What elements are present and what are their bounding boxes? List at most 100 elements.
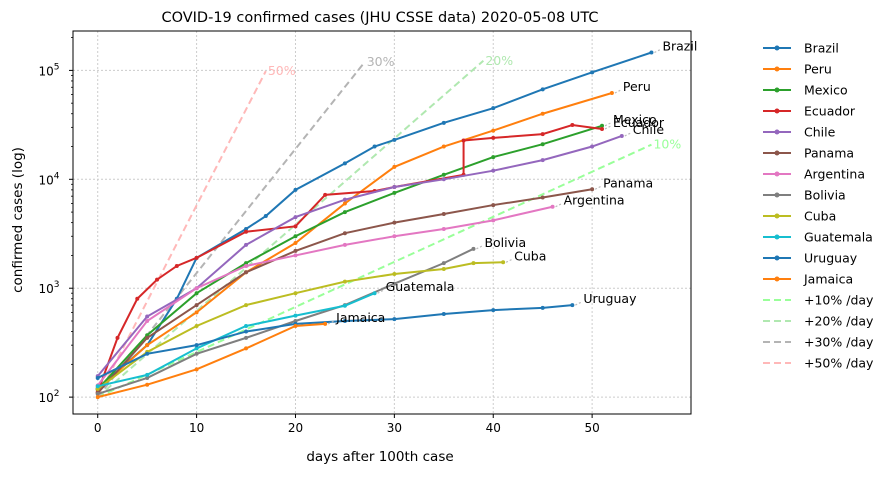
data-point — [145, 319, 150, 324]
legend-entry: Jamaica — [803, 272, 853, 287]
data-point — [263, 214, 268, 219]
data-point — [293, 248, 298, 253]
data-point — [590, 187, 595, 192]
label-leader — [327, 320, 335, 325]
label-leader — [594, 185, 602, 190]
data-point — [540, 87, 545, 92]
x-axis-label: days after 100th case — [306, 449, 453, 465]
grid — [73, 31, 691, 414]
series-line — [96, 205, 553, 387]
x-tick-label: 30 — [387, 421, 402, 435]
data-point — [145, 343, 150, 348]
legend-marker — [774, 234, 780, 240]
label-leader — [614, 89, 622, 94]
label-leader — [505, 258, 513, 263]
reference-lines: 10% 20% 30% 50% — [96, 53, 681, 399]
data-point — [342, 242, 347, 247]
legend-marker — [774, 192, 780, 198]
series-end-label: Brazil — [662, 38, 697, 53]
data-point — [244, 323, 249, 328]
data-point — [491, 308, 496, 313]
data-point — [155, 277, 160, 282]
label-leader — [604, 125, 612, 130]
data-point — [95, 375, 100, 380]
series-line — [97, 261, 504, 390]
data-point — [471, 246, 476, 251]
data-point — [550, 204, 555, 209]
legend-entry: Argentina — [804, 167, 865, 182]
legend-entry: Mexico — [804, 83, 848, 98]
legend-entry: Panama — [804, 146, 854, 161]
legend-entry: Peru — [804, 62, 832, 77]
data-point — [441, 311, 446, 316]
data-point — [244, 242, 249, 247]
data-point — [115, 335, 120, 340]
data-point — [570, 123, 575, 128]
data-point — [342, 210, 347, 215]
label-leader — [604, 122, 612, 127]
reference-line-label: 20% — [485, 53, 513, 68]
series-line — [97, 292, 375, 388]
series-line — [97, 322, 326, 399]
data-point — [540, 132, 545, 137]
data-point — [441, 267, 446, 272]
data-point — [145, 335, 150, 340]
data-point — [145, 314, 150, 319]
data-point — [244, 335, 249, 340]
x-tick-label: 50 — [584, 421, 599, 435]
legend-marker — [774, 87, 780, 93]
data-point — [194, 291, 199, 296]
legend-entry: Bolivia — [804, 188, 846, 203]
data-point — [392, 220, 397, 225]
legend-entry: +10% /day — [804, 293, 874, 308]
data-point — [441, 226, 446, 231]
legend-marker — [774, 276, 780, 282]
data-point — [392, 234, 397, 239]
data-point — [244, 303, 249, 308]
data-point — [491, 203, 496, 208]
data-point — [194, 343, 199, 348]
legend-entry: +50% /day — [804, 356, 874, 371]
data-point — [441, 172, 446, 177]
legend-marker — [774, 45, 780, 51]
series-end-label: Ecuador — [613, 115, 665, 130]
data-point — [392, 317, 397, 322]
data-point — [342, 197, 347, 202]
data-point — [441, 261, 446, 266]
data-point — [293, 313, 298, 318]
data-point — [95, 395, 100, 400]
data-point — [145, 372, 150, 377]
data-point — [323, 321, 328, 326]
data-point — [441, 120, 446, 125]
label-leader — [476, 245, 483, 250]
data-point — [194, 323, 199, 328]
legend-marker — [774, 150, 780, 156]
legend-marker — [774, 108, 780, 114]
data-point — [491, 135, 496, 140]
reference-line-label: 50% — [268, 63, 296, 78]
legend-marker — [774, 213, 780, 219]
label-leader — [575, 301, 582, 306]
data-point — [323, 192, 328, 197]
data-point — [194, 351, 199, 356]
data-point — [590, 70, 595, 75]
chart-title: COVID-19 confirmed cases (JHU CSSE data)… — [161, 10, 598, 26]
series-end-label: Argentina — [564, 193, 625, 208]
data-point — [135, 296, 140, 301]
data-point — [293, 253, 298, 258]
data-point — [540, 195, 545, 200]
data-point — [244, 261, 249, 266]
label-leader — [624, 132, 632, 137]
x-tick-label: 0 — [94, 421, 102, 435]
series-end-label: Cuba — [514, 248, 546, 263]
x-tick-label: 40 — [486, 421, 501, 435]
data-point — [491, 128, 496, 133]
data-point — [342, 319, 347, 324]
data-point — [461, 138, 466, 143]
data-point — [293, 234, 298, 239]
y-tick-label: 105 — [38, 62, 59, 78]
data-point — [145, 375, 150, 380]
data-point — [491, 218, 496, 223]
